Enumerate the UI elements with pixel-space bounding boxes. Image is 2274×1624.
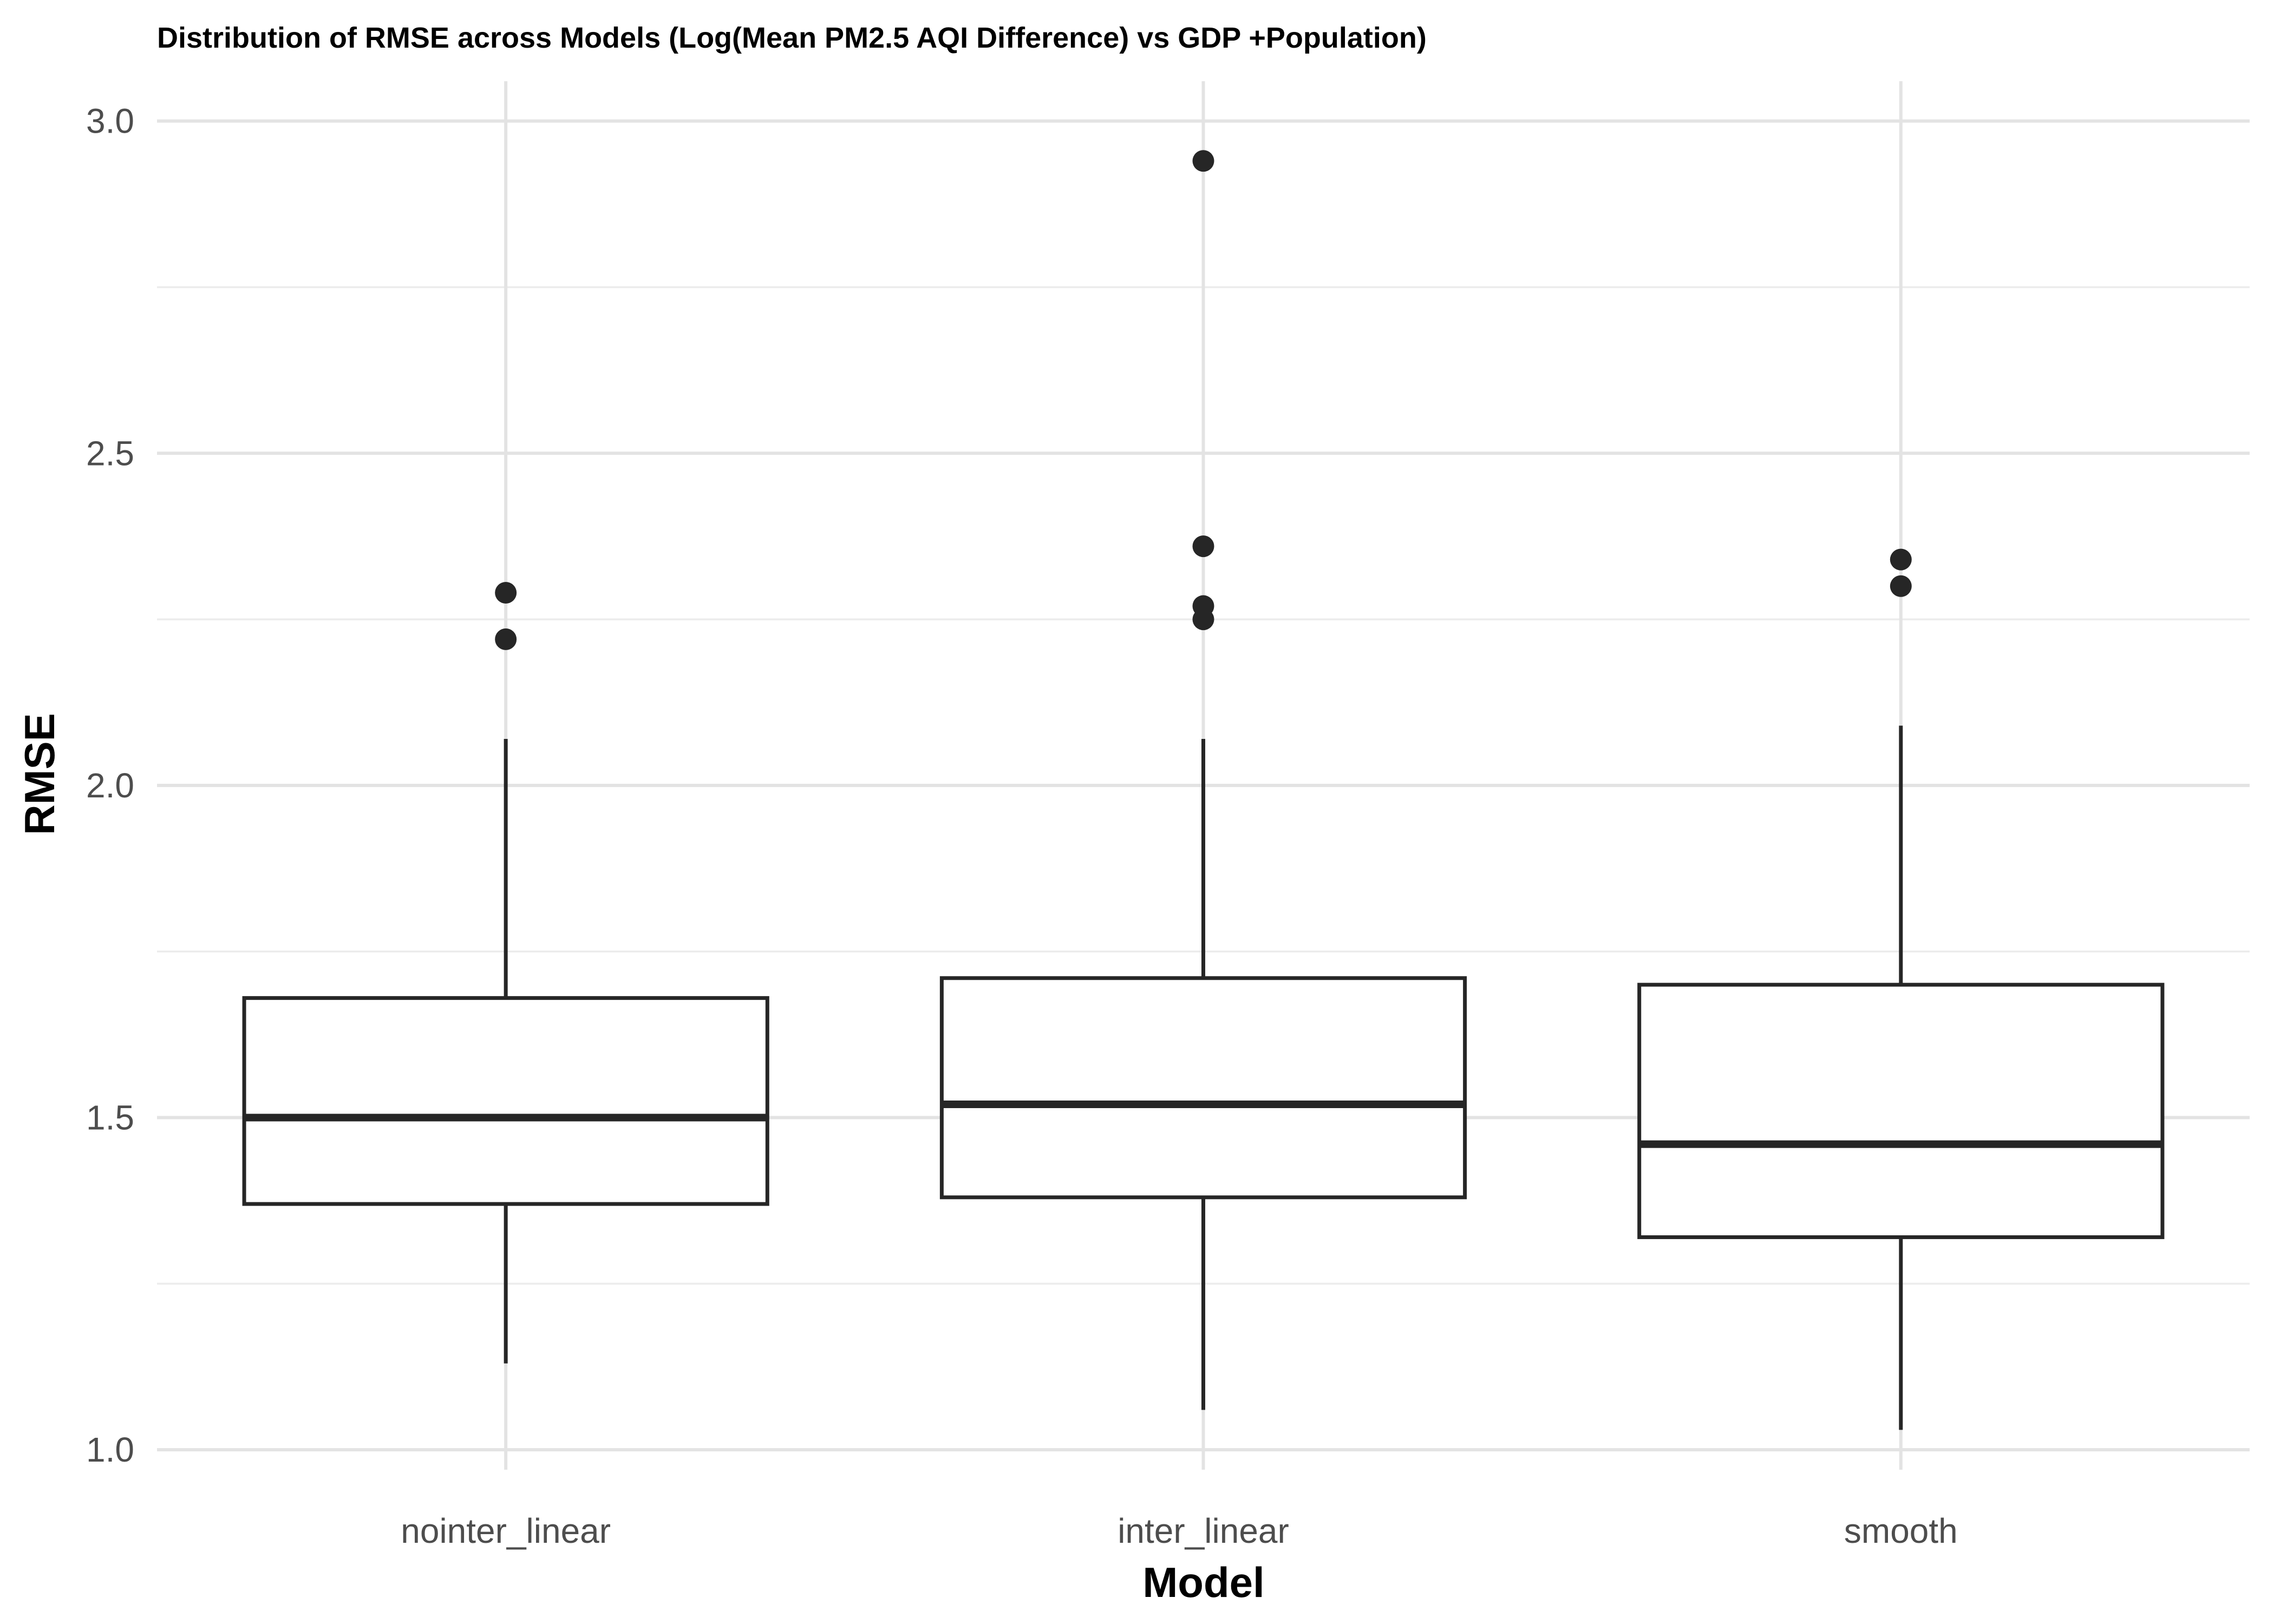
y-tick-label: 1.0 — [86, 1430, 134, 1469]
x-axis-ticks: nointer_linear inter_linear smooth — [401, 1511, 1958, 1550]
x-axis-title: Model — [1142, 1558, 1264, 1606]
outlier-point — [1890, 575, 1912, 597]
box-layer — [242, 150, 2165, 1430]
y-tick-label: 2.5 — [86, 434, 134, 473]
outlier-point — [1192, 150, 1214, 172]
outlier-point — [1890, 548, 1912, 571]
iqr-box — [242, 996, 769, 1206]
y-tick-label: 3.0 — [86, 102, 134, 141]
x-tick-label: nointer_linear — [401, 1511, 611, 1550]
box-smooth — [1637, 548, 2165, 1430]
y-tick-label: 1.5 — [86, 1098, 134, 1137]
iqr-box — [1637, 983, 2165, 1239]
y-axis-ticks: 1.0 1.5 2.0 2.5 3.0 — [86, 102, 134, 1470]
y-tick-label: 2.0 — [86, 766, 134, 805]
outlier-point — [1192, 535, 1214, 558]
outlier-point — [1192, 595, 1214, 617]
outlier-point — [495, 582, 517, 604]
box-nointer_linear — [242, 582, 769, 1364]
x-tick-label: smooth — [1844, 1511, 1958, 1550]
iqr-box — [939, 976, 1467, 1200]
x-tick-label: inter_linear — [1118, 1511, 1289, 1550]
box-inter_linear — [939, 150, 1467, 1410]
y-axis-title: RMSE — [16, 713, 63, 835]
chart-title: Distribution of RMSE across Models (Log(… — [157, 22, 1427, 54]
outlier-point — [495, 628, 517, 650]
